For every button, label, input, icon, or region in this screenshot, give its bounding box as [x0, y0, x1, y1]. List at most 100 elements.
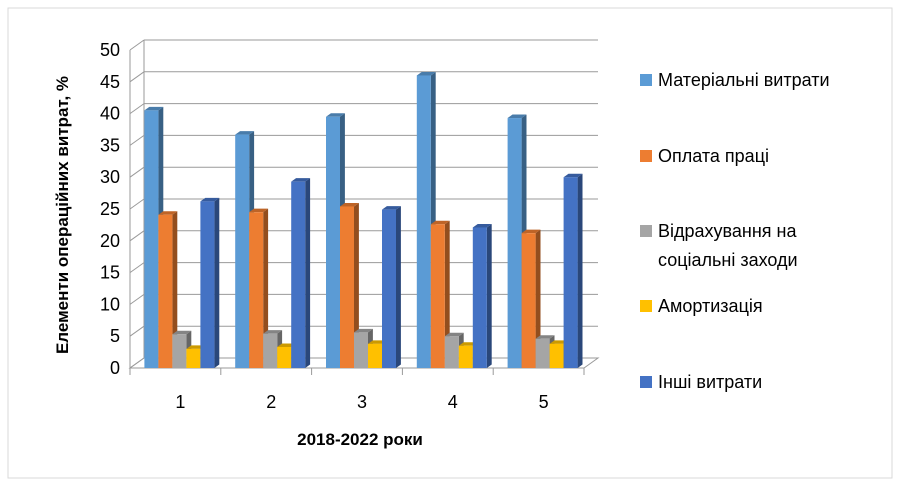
legend-item: Інші витрати — [640, 372, 762, 392]
legend: Матеріальні витрати Оплата праці Відрахува… — [640, 70, 830, 392]
bar-side — [305, 178, 311, 368]
bar-top — [382, 206, 401, 210]
bar-front — [200, 201, 215, 368]
bar-front — [186, 348, 201, 368]
bar — [158, 211, 178, 368]
gridline-depth — [129, 325, 145, 337]
bar-side — [444, 220, 450, 368]
bar-side — [172, 211, 178, 368]
bar-front — [144, 110, 159, 369]
chart-border — [7, 7, 893, 479]
bar-top — [326, 113, 345, 117]
bar-front — [340, 206, 354, 368]
bar-front — [235, 134, 250, 368]
bar-top — [472, 223, 492, 228]
legend-swatch — [640, 376, 652, 388]
bar-top — [158, 211, 178, 215]
bar-top — [535, 335, 555, 339]
bar-front — [444, 336, 459, 368]
bar-side — [486, 223, 492, 368]
gridline-depth — [129, 293, 145, 305]
legend-item: Відрахування на соціальні заходи — [640, 221, 798, 270]
legend-label: Відрахування на соціальні заходи — [658, 221, 798, 270]
legend-label: Матеріальні витрати — [658, 70, 830, 90]
legend-swatch — [640, 300, 652, 312]
bar-top — [144, 106, 164, 111]
bar-side — [354, 202, 359, 368]
bar-top — [430, 220, 450, 225]
bar — [340, 202, 359, 368]
bar-front — [291, 181, 306, 368]
gridline-depth — [129, 71, 145, 83]
legend-label: Інші витрати — [658, 372, 762, 392]
bar — [382, 206, 401, 368]
bar-top — [416, 71, 436, 76]
bar-front — [416, 75, 431, 368]
bar — [291, 178, 311, 368]
bars-layer — [144, 71, 583, 369]
bar — [521, 229, 541, 368]
x-axis-title: 2018-2022 роки — [297, 430, 423, 449]
bar-side — [535, 229, 541, 368]
x-tick-label: 5 — [539, 392, 549, 412]
bar-front — [549, 343, 564, 368]
x-tick-label: 1 — [175, 392, 185, 412]
bar — [430, 220, 450, 368]
y-tick-label: 45 — [100, 72, 120, 92]
bar-side — [263, 208, 269, 368]
gridline-depth — [129, 39, 145, 51]
gridline-depth — [129, 230, 145, 242]
y-tick-label: 30 — [100, 167, 120, 187]
legend-swatch — [640, 225, 652, 237]
bar-side — [214, 197, 220, 368]
gridline-depth — [129, 166, 145, 178]
y-tick-label: 20 — [100, 231, 120, 251]
bar-front — [263, 333, 278, 368]
bar-front — [458, 345, 473, 368]
x-tick-label: 2 — [266, 392, 276, 412]
bar-top — [172, 330, 192, 335]
bar-top — [507, 114, 527, 119]
y-tick-label: 40 — [100, 104, 120, 124]
bar-top — [263, 330, 283, 334]
bar-front — [507, 118, 522, 368]
bar-top — [200, 197, 220, 202]
legend-swatch — [640, 74, 652, 86]
bar — [249, 208, 269, 368]
bar-side — [577, 173, 583, 368]
bar-front — [472, 227, 487, 368]
bar-top — [291, 178, 311, 182]
bar-front — [172, 334, 187, 368]
legend-label: Оплата праці — [658, 146, 769, 166]
bar — [563, 173, 583, 368]
gridline-depth — [129, 262, 145, 274]
y-tick-label: 25 — [100, 199, 120, 219]
bar-front — [430, 224, 445, 368]
legend-label: Амортизація — [658, 296, 763, 316]
bar-front — [158, 214, 173, 368]
bar-top — [340, 202, 359, 207]
y-tick-label: 35 — [100, 135, 120, 155]
y-tick-label: 50 — [100, 40, 120, 60]
y-tick-label: 10 — [100, 294, 120, 314]
bar — [200, 197, 220, 368]
legend-swatch — [640, 150, 652, 162]
bar-side — [396, 206, 401, 368]
bar-front — [354, 332, 368, 368]
bar-front — [368, 343, 382, 368]
legend-item: Амортизація — [640, 296, 763, 316]
gridline-depth — [129, 134, 145, 146]
bar-top — [235, 131, 255, 135]
legend-item: Матеріальні витрати — [640, 70, 830, 90]
bar-front — [249, 212, 264, 368]
bar-front — [277, 347, 292, 368]
gridline-depth — [129, 198, 145, 210]
x-tick-label: 3 — [357, 392, 367, 412]
bar — [472, 223, 492, 368]
bar-top — [354, 328, 373, 333]
bar-top — [444, 332, 464, 337]
bar-front — [382, 209, 396, 368]
bar-top — [521, 229, 541, 234]
